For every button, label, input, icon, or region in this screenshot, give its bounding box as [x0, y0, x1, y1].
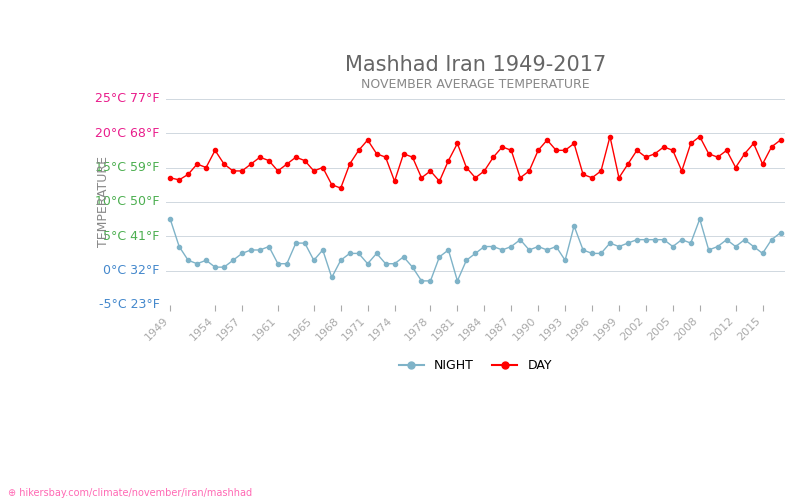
Text: 5°C 41°F: 5°C 41°F — [103, 230, 159, 242]
Text: 20°C 68°F: 20°C 68°F — [95, 126, 159, 140]
Text: 25°C 77°F: 25°C 77°F — [95, 92, 159, 106]
Text: 0°C 32°F: 0°C 32°F — [103, 264, 159, 277]
Text: 15°C 59°F: 15°C 59°F — [95, 161, 159, 174]
Title: Mashhad Iran 1949-2017: Mashhad Iran 1949-2017 — [345, 55, 606, 75]
Text: ⊕ hikersbay.com/climate/november/iran/mashhad: ⊕ hikersbay.com/climate/november/iran/ma… — [8, 488, 252, 498]
Legend: NIGHT, DAY: NIGHT, DAY — [394, 354, 557, 377]
Text: 10°C 50°F: 10°C 50°F — [95, 196, 159, 208]
Text: TEMPERATURE: TEMPERATURE — [98, 156, 110, 248]
Text: NOVEMBER AVERAGE TEMPERATURE: NOVEMBER AVERAGE TEMPERATURE — [361, 78, 590, 90]
Text: -5°C 23°F: -5°C 23°F — [98, 298, 159, 312]
